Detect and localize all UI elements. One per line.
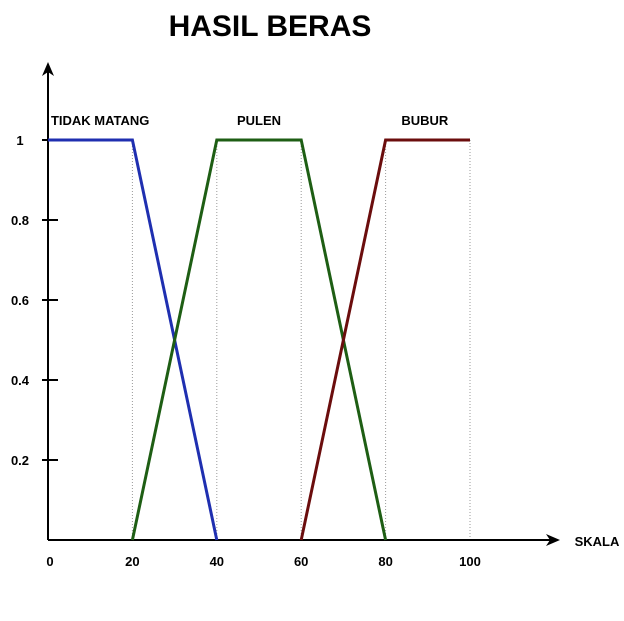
y-tick-label: 0.2 — [11, 453, 29, 468]
chart-title: HASIL BERAS — [169, 10, 372, 43]
series-line-bubur — [299, 138, 470, 541]
axes — [42, 62, 560, 546]
series-line-tidak-matang — [48, 138, 219, 541]
series-label: BUBUR — [401, 113, 449, 128]
y-tick-label: 0.8 — [11, 213, 29, 228]
series-label: PULEN — [237, 113, 281, 128]
x-tick-label: 20 — [125, 554, 139, 569]
labels: 0.2 0.4 0.6 0.8 1 0 20 40 60 80 100 SKALA TIDAK MATA… — [11, 113, 620, 569]
series-line-pulen — [130, 138, 388, 541]
vertical-guide-lines — [131, 140, 471, 540]
x-axis-arrow — [546, 534, 560, 546]
y-tick-label: 0.4 — [11, 373, 30, 388]
x-tick-label: 80 — [378, 554, 392, 569]
series-lines — [48, 138, 470, 541]
x-tick-label: 100 — [459, 554, 481, 569]
y-axis-arrow — [42, 62, 54, 76]
x-axis-title: SKALA — [575, 534, 620, 549]
x-tick-label: 40 — [210, 554, 224, 569]
x-tick-label: 60 — [294, 554, 308, 569]
y-tick-label: 0.6 — [11, 293, 29, 308]
series-label: TIDAK MATANG — [51, 113, 149, 128]
x-tick-label: 0 — [46, 554, 53, 569]
y-tick-label: 1 — [16, 133, 23, 148]
